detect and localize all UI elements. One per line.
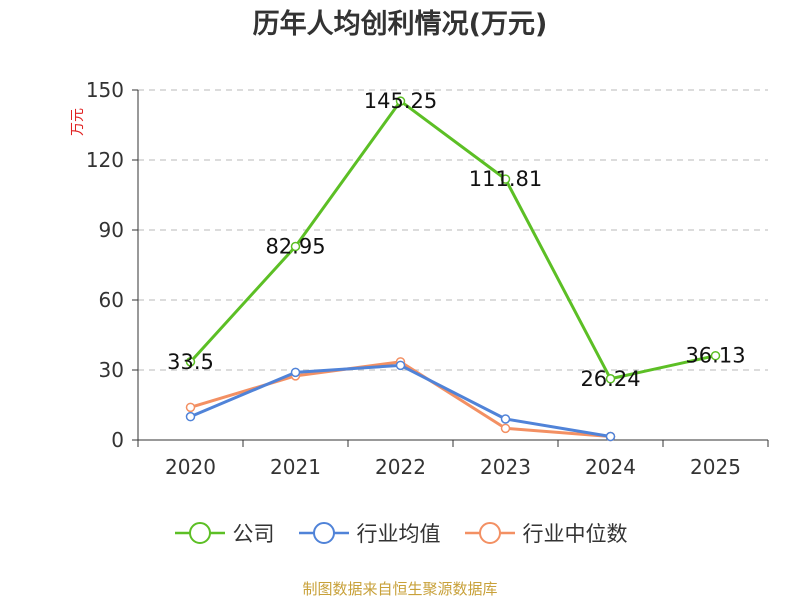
legend-label: 行业中位数 bbox=[522, 522, 628, 546]
data-point bbox=[185, 357, 196, 367]
data-point bbox=[185, 411, 196, 422]
y-axis-unit-label: 万元 bbox=[70, 108, 86, 136]
data-point bbox=[500, 423, 511, 434]
chart-title: 历年人均创利情况(万元) bbox=[252, 9, 548, 40]
data-point bbox=[395, 96, 406, 106]
y-tick-label: 60 bbox=[99, 288, 124, 312]
data-point bbox=[185, 402, 196, 413]
data-point bbox=[605, 374, 616, 384]
legend-label: 行业均值 bbox=[356, 522, 441, 546]
x-tick-label: 2022 bbox=[375, 455, 426, 479]
y-tick-label: 90 bbox=[99, 218, 124, 242]
legend-item[interactable]: 公司 bbox=[173, 518, 275, 548]
x-tick-label: 2024 bbox=[585, 455, 636, 479]
legend-item[interactable]: 行业均值 bbox=[297, 518, 441, 548]
y-tick-label: 30 bbox=[99, 358, 124, 382]
data-point bbox=[290, 367, 301, 378]
data-label: 36.13 bbox=[685, 344, 745, 368]
y-tick-label: 0 bbox=[111, 428, 124, 452]
x-tick-label: 2021 bbox=[270, 455, 321, 479]
legend-circle bbox=[312, 522, 335, 544]
data-point bbox=[395, 360, 406, 371]
data-point bbox=[500, 414, 511, 424]
x-tick-label: 2025 bbox=[690, 455, 741, 479]
x-tick-label: 2020 bbox=[165, 455, 216, 479]
data-label: 145.25 bbox=[364, 89, 437, 113]
data-label: 111.81 bbox=[469, 167, 542, 191]
legend-line-marker-icon bbox=[174, 522, 225, 544]
legend-circle bbox=[188, 522, 211, 544]
data-point bbox=[710, 350, 721, 361]
legend-line-marker-icon bbox=[464, 522, 515, 544]
data-label: 82.95 bbox=[265, 234, 325, 258]
legend: 公司 行业均值 行业中位数 bbox=[0, 518, 800, 548]
legend-line-marker-icon bbox=[298, 522, 349, 544]
legend-label: 公司 bbox=[232, 522, 275, 546]
data-label: 26.24 bbox=[580, 367, 640, 391]
legend-item[interactable]: 行业中位数 bbox=[463, 518, 628, 548]
data-point bbox=[500, 174, 511, 184]
data-point bbox=[605, 431, 616, 442]
x-tick-label: 2023 bbox=[480, 455, 531, 479]
source-note: 制图数据来自恒生聚源数据库 bbox=[302, 580, 498, 598]
y-tick-label: 120 bbox=[86, 148, 124, 172]
data-label: 33.5 bbox=[167, 350, 214, 374]
y-tick-label: 150 bbox=[86, 78, 124, 102]
series-line-1 bbox=[189, 363, 611, 438]
data-point bbox=[290, 241, 301, 252]
legend-circle bbox=[478, 522, 501, 544]
series-line-0 bbox=[189, 99, 716, 381]
